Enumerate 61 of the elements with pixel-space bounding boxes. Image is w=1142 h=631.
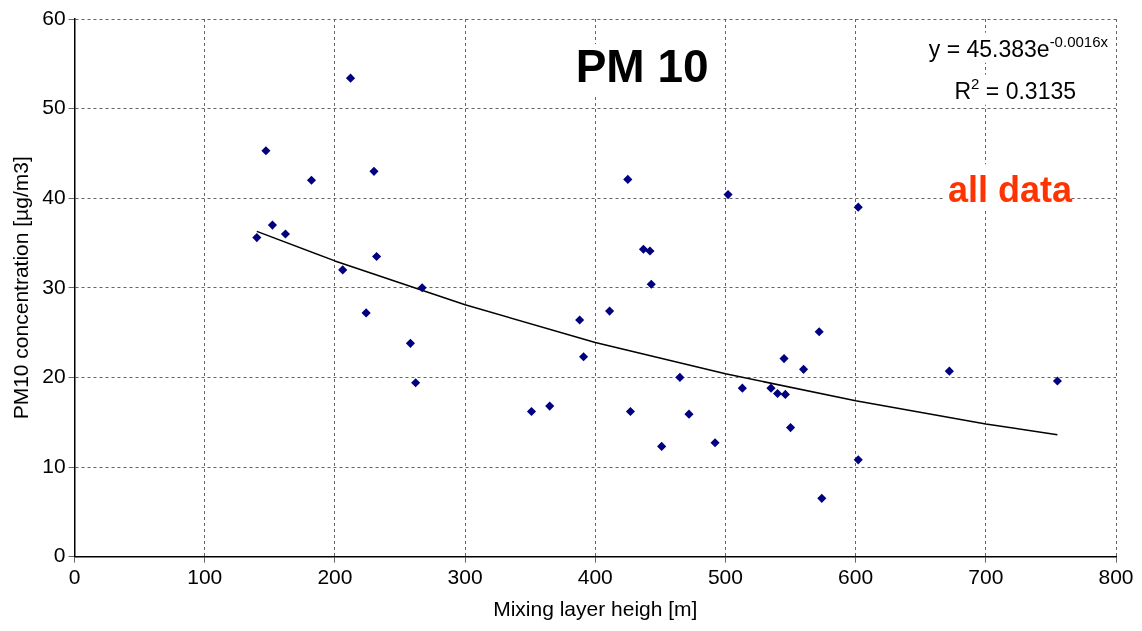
- y-tick-label: 30: [42, 274, 66, 298]
- point: [738, 383, 747, 393]
- point: [786, 423, 795, 432]
- y-tick-label: 10: [42, 453, 66, 477]
- point: [645, 246, 655, 256]
- point: [361, 308, 371, 318]
- point: [417, 283, 427, 293]
- point: [268, 220, 277, 230]
- point: [1053, 376, 1062, 386]
- point: [527, 407, 536, 416]
- x-tick-label: 600: [838, 565, 874, 588]
- point: [406, 339, 415, 348]
- point: [307, 176, 316, 185]
- y-tick-label: 40: [42, 185, 66, 208]
- point: [657, 442, 666, 451]
- point: [605, 306, 614, 316]
- point: [817, 494, 827, 503]
- y-tick-label: 20: [42, 364, 66, 388]
- point: [647, 279, 656, 289]
- x-tick-label: 0: [68, 565, 81, 588]
- x-tick-label: 300: [447, 565, 483, 588]
- point: [639, 245, 648, 254]
- point: [252, 233, 262, 242]
- x-tick-label: 100: [187, 565, 223, 588]
- point: [623, 175, 633, 184]
- y-tick-label: 50: [42, 95, 66, 119]
- point: [338, 265, 347, 275]
- point: [575, 315, 584, 325]
- point: [579, 352, 588, 362]
- x-tick-label: 700: [968, 565, 1004, 588]
- x-axis-title: Mixing layer heigh [m]: [493, 597, 698, 621]
- point: [779, 354, 789, 363]
- y-tick-label: 60: [42, 5, 66, 29]
- point: [773, 389, 782, 398]
- x-tick-label: 200: [317, 565, 353, 588]
- point: [545, 401, 554, 411]
- point: [799, 365, 808, 374]
- y-tick-label: 0: [53, 543, 66, 567]
- x-tick-label: 500: [707, 565, 743, 588]
- point: [411, 378, 420, 388]
- point: [945, 366, 954, 376]
- point: [853, 455, 863, 465]
- point: [281, 229, 290, 239]
- point: [723, 190, 733, 199]
- point: [781, 390, 790, 399]
- point: [369, 167, 379, 176]
- point: [684, 409, 694, 419]
- point: [853, 202, 863, 212]
- x-tick-label: 800: [1098, 565, 1134, 588]
- y-axis-title: PM10 concentration [µg/m3]: [9, 156, 33, 420]
- point: [766, 383, 776, 393]
- x-tick-label: 400: [577, 565, 613, 588]
- text: PM 10: [575, 40, 709, 92]
- point: [710, 438, 720, 448]
- point: [261, 146, 271, 155]
- point: [372, 252, 381, 261]
- point: [675, 373, 685, 382]
- annotation: all data: [947, 169, 1073, 210]
- point: [346, 73, 355, 83]
- point: [814, 327, 824, 336]
- point: [626, 407, 635, 416]
